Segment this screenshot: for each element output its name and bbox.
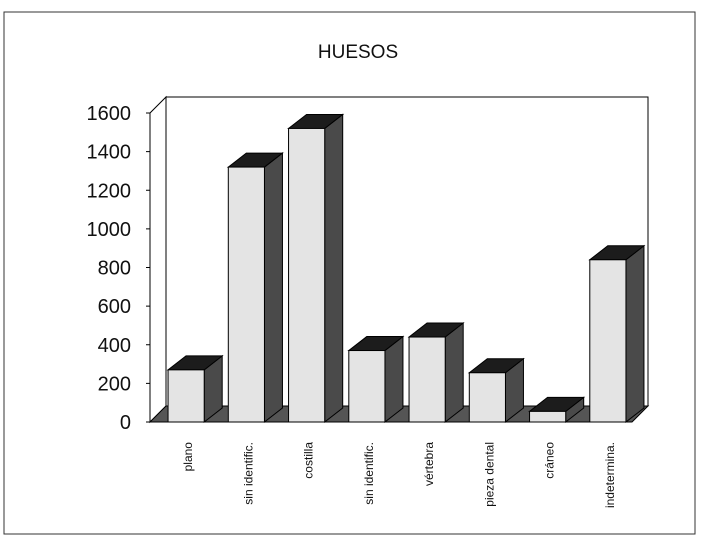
bar-side [324, 113, 344, 424]
bar [287, 113, 345, 424]
bar-face [288, 127, 326, 423]
bar-face [529, 410, 567, 423]
bar-face [227, 166, 265, 423]
x-tick-label: cráneo [543, 442, 557, 479]
y-tick-label: 600 [98, 296, 131, 318]
x-tick-label: plano [181, 442, 195, 472]
bar-face [408, 336, 446, 423]
bar [166, 354, 224, 424]
bar [588, 244, 646, 424]
side-wall [149, 95, 167, 424]
y-tick-label: 800 [98, 258, 131, 280]
bar-face [167, 369, 205, 423]
y-tick-label: 1400 [87, 142, 132, 164]
bar [528, 396, 586, 424]
x-tick-label: pieza dental [482, 442, 496, 507]
chart-title: HUESOS [318, 42, 398, 63]
y-tick-label: 200 [98, 373, 131, 395]
x-tick-label: costilla [302, 442, 316, 479]
y-tick-label: 1000 [87, 219, 132, 241]
bar [467, 357, 525, 424]
bar [407, 322, 465, 424]
x-tick-label: vértebra [422, 442, 436, 486]
y-tick-label: 400 [98, 335, 131, 357]
y-tick-label: 1600 [87, 103, 132, 125]
x-tick-label: sin identific. [362, 442, 376, 505]
chart-border [3, 11, 696, 535]
bar [226, 152, 284, 424]
x-tick-label: sin identific. [241, 442, 255, 505]
bar-side [384, 335, 404, 424]
bar-side [444, 322, 464, 424]
x-tick-label: indetermina. [603, 442, 617, 508]
bar [347, 335, 405, 424]
bar-face [348, 350, 386, 423]
y-tick-label: 0 [120, 412, 131, 434]
bar-face [468, 372, 506, 423]
bar-side [263, 152, 283, 424]
bar-face [589, 259, 627, 423]
y-tick-label: 1200 [87, 180, 132, 202]
bar-side [625, 244, 645, 424]
